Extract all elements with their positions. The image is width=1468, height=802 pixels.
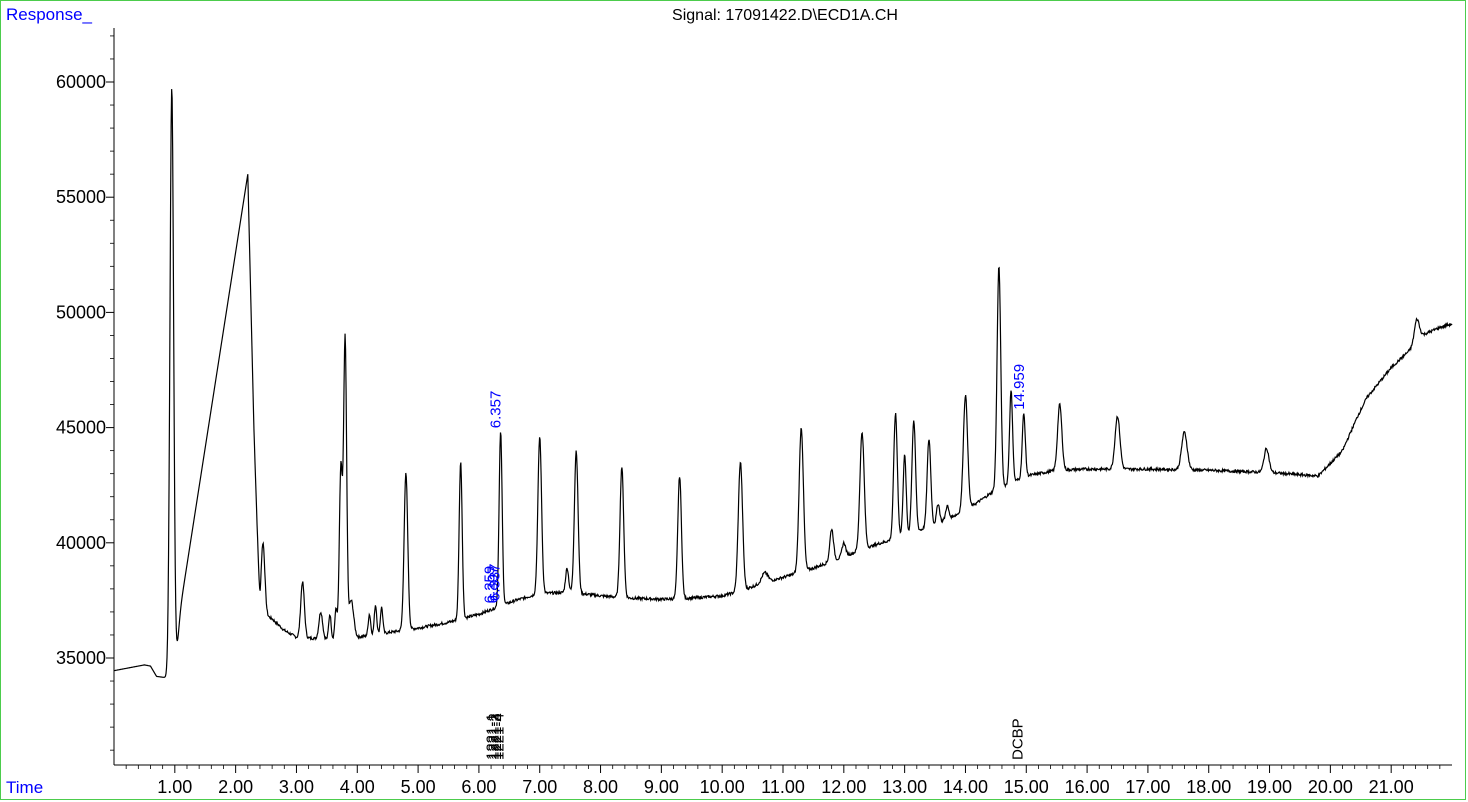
x-tick-label: 21.00 (1369, 777, 1414, 797)
x-tick-label: 5.00 (401, 777, 436, 797)
y-ticks: 35000 40000 45000 50000 55000 60000 (56, 72, 114, 668)
x-tick-label: 10.00 (700, 777, 745, 797)
compound-label: 1221-4 (491, 713, 508, 760)
x-tick-label: 14.00 (943, 777, 988, 797)
y-tick-label: 45000 (56, 418, 106, 438)
peak-annotation: 6.259 (482, 566, 499, 604)
y-tick-label: 50000 (56, 302, 106, 322)
signal-trace (113, 89, 1453, 678)
y-tick-label: 60000 (56, 72, 106, 92)
minor-ticks (110, 35, 1441, 769)
x-tick-label: 3.00 (279, 777, 314, 797)
x-tick-label: 13.00 (882, 777, 927, 797)
compound-label: 1221-1 (483, 713, 500, 760)
chart-title: Signal: 17091422.D\ECD1A.CH (672, 7, 898, 24)
x-tick-label: 17.00 (1125, 777, 1170, 797)
x-axis-title: Time (6, 778, 43, 797)
compound-label: DCBP (1009, 718, 1026, 760)
x-tick-label: 12.00 (821, 777, 866, 797)
y-axis-title: Response_ (6, 5, 93, 24)
peak-annotation: 6.307 (485, 566, 502, 604)
x-tick-label: 2.00 (218, 777, 253, 797)
x-tick-label: 9.00 (644, 777, 679, 797)
x-tick-label: 19.00 (1247, 777, 1292, 797)
x-tick-label: 1.00 (157, 777, 192, 797)
y-tick-label: 35000 (56, 648, 106, 668)
x-ticks: 1.00 2.00 3.00 4.00 5.00 6.00 7.00 8.00 9.00 10.0… (157, 765, 1414, 797)
x-tick-label: 15.00 (1004, 777, 1049, 797)
x-tick-label: 6.00 (461, 777, 496, 797)
y-tick-label: 40000 (56, 533, 106, 553)
x-tick-label: 8.00 (583, 777, 618, 797)
peak-annotation: 6.357 (488, 391, 505, 429)
peak-annotation: 14.959 (1011, 364, 1028, 410)
x-tick-label: 16.00 (1065, 777, 1110, 797)
x-tick-label: 18.00 (1186, 777, 1231, 797)
y-tick-label: 55000 (56, 187, 106, 207)
x-tick-label: 4.00 (340, 777, 375, 797)
x-tick-label: 20.00 (1308, 777, 1353, 797)
peak-annotation: 6.337 (486, 563, 503, 601)
compound-label: 1221-3 (488, 713, 505, 760)
x-tick-label: 7.00 (522, 777, 557, 797)
x-tick-label: 11.00 (761, 777, 805, 797)
compound-label: 1221-2 (486, 713, 503, 760)
